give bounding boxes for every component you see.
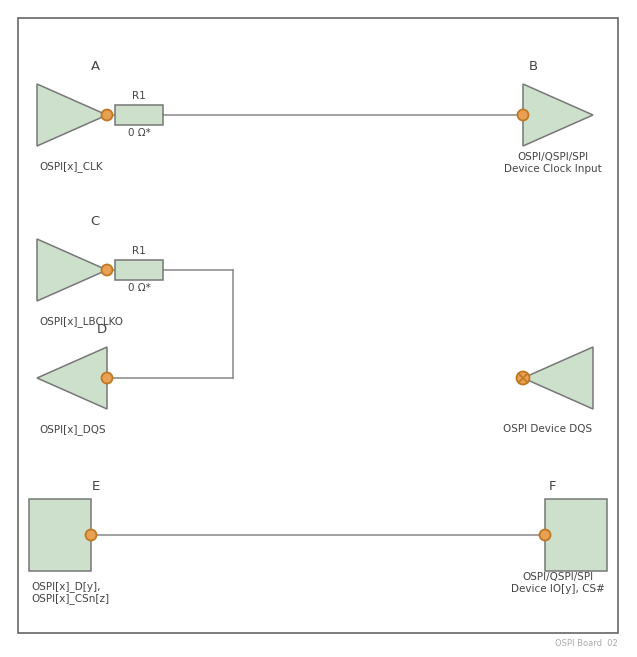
Text: B: B <box>529 60 538 73</box>
Text: F: F <box>549 480 557 493</box>
Polygon shape <box>523 84 593 146</box>
Text: C: C <box>90 215 99 228</box>
Circle shape <box>517 371 529 384</box>
Bar <box>545 499 607 571</box>
Text: 0 Ω*: 0 Ω* <box>127 128 150 138</box>
Text: OSPI[x]_DQS: OSPI[x]_DQS <box>39 424 106 435</box>
Text: OSPI[x]_D[y],
OSPI[x]_CSn[z]: OSPI[x]_D[y], OSPI[x]_CSn[z] <box>31 581 109 604</box>
Polygon shape <box>523 347 593 409</box>
Text: R1: R1 <box>132 91 146 101</box>
Circle shape <box>101 265 113 275</box>
Text: E: E <box>92 480 100 493</box>
Bar <box>29 499 91 571</box>
Bar <box>115 105 163 125</box>
Text: OSPI[x]_LBCLKO: OSPI[x]_LBCLKO <box>39 316 123 327</box>
Text: OSPI[x]_CLK: OSPI[x]_CLK <box>39 161 103 172</box>
Bar <box>115 260 163 280</box>
Polygon shape <box>37 84 107 146</box>
Text: OSPI/QSPI/SPI
Device Clock Input: OSPI/QSPI/SPI Device Clock Input <box>504 152 602 173</box>
Text: R1: R1 <box>132 246 146 256</box>
Text: OSPI Board  02: OSPI Board 02 <box>555 639 618 648</box>
Text: 0 Ω*: 0 Ω* <box>127 283 150 293</box>
Text: OSPI Device DQS: OSPI Device DQS <box>503 424 592 434</box>
Polygon shape <box>37 347 107 409</box>
Text: A: A <box>90 60 99 73</box>
Circle shape <box>85 530 96 541</box>
Circle shape <box>101 110 113 120</box>
Polygon shape <box>37 239 107 301</box>
Text: OSPI/QSPI/SPI
Device IO[y], CS#: OSPI/QSPI/SPI Device IO[y], CS# <box>511 572 605 594</box>
Circle shape <box>540 530 550 541</box>
Text: D: D <box>97 323 107 336</box>
Circle shape <box>101 373 113 384</box>
Circle shape <box>517 110 529 120</box>
